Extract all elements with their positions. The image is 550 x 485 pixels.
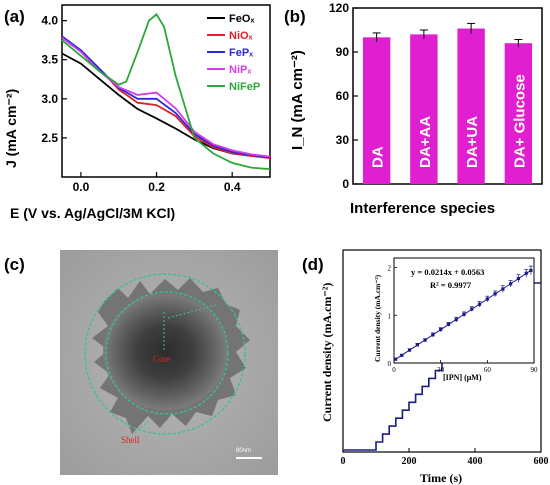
shell-label: Shell bbox=[121, 435, 140, 445]
panel-b-ytick-label: 120 bbox=[329, 1, 349, 15]
inset-xtick-label: 90 bbox=[531, 366, 539, 374]
panel-b-ytick-label: 60 bbox=[336, 89, 350, 103]
panel-b-ytick-label: 30 bbox=[336, 133, 350, 147]
inset-point-17 bbox=[524, 271, 528, 275]
panel-b: (b) I_N (mA cm⁻²) Interference species 0… bbox=[284, 1, 543, 217]
panel-a-legend: FeOₓ NiOₓ FePₓ NiPₓ NiFeP bbox=[207, 13, 260, 93]
inset-point-13 bbox=[493, 292, 497, 296]
panel-a-line-4 bbox=[61, 13, 271, 171]
inset-point-11 bbox=[477, 302, 482, 306]
panel-b-ticks: 0 30 60 90 120 bbox=[329, 1, 358, 191]
panel-a-xlabel: E (V vs. Ag/AgCl/3M KCl) bbox=[10, 205, 175, 221]
panel-a-ylabel: J (mA cm⁻²) bbox=[3, 89, 19, 168]
panel-b-bar-label-1: DA+AA bbox=[417, 116, 434, 168]
shell-boundary-circle bbox=[84, 273, 246, 435]
inset-point-9 bbox=[462, 312, 466, 316]
panel-a-ytick-label: 2.5 bbox=[41, 131, 58, 145]
panel-b-bar-0 bbox=[362, 37, 391, 185]
panel-d-xtick-label: 0 bbox=[341, 456, 346, 467]
panel-a-xtick-label: 0.2 bbox=[148, 180, 165, 194]
panel-b-xlabel: Interference species bbox=[350, 200, 495, 217]
inset-xlabel: [IPN] (μM) bbox=[443, 373, 482, 382]
scale-bar-label: 80nm bbox=[236, 448, 251, 454]
inset-point-5 bbox=[431, 333, 435, 337]
panel-b-bar-1 bbox=[410, 34, 438, 185]
panel-b-bars: DA DA+AA DA+UA DA+ Glucose bbox=[362, 22, 533, 185]
panel-a-legend-label-2: FePₓ bbox=[229, 47, 254, 59]
panel-d-ylabel: Current density (mA.cm⁻²) bbox=[320, 283, 334, 422]
inset-ytick-label: 2 bbox=[388, 265, 392, 273]
panel-label-c: (c) bbox=[4, 255, 25, 274]
inset-point-18 bbox=[529, 268, 533, 273]
inset-point-12 bbox=[485, 297, 489, 301]
panel-a-legend-label-4: NiFeP bbox=[229, 81, 260, 93]
core-pointer-line-2 bbox=[167, 304, 217, 319]
inset-point-15 bbox=[509, 282, 513, 286]
panel-a-legend-label-3: NiPₓ bbox=[229, 64, 252, 76]
panel-d: (d) Current density (mA.cm⁻²) Time (s) 0… bbox=[302, 249, 549, 485]
inset-point-7 bbox=[446, 322, 451, 326]
inset-point-1 bbox=[400, 353, 404, 357]
core-label: Core bbox=[153, 354, 171, 364]
inset-point-10 bbox=[470, 307, 474, 311]
panel-b-ylabel: I_N (mA cm⁻²) bbox=[289, 50, 306, 150]
panel-b-bar-label-2: DA+UA bbox=[464, 116, 481, 168]
panel-b-bar-2 bbox=[457, 28, 485, 185]
panel-a-legend-label-1: NiOₓ bbox=[229, 30, 254, 42]
inset-xtick-label: 0 bbox=[392, 366, 396, 374]
panel-a-line-2 bbox=[61, 35, 271, 159]
inset-point-0 bbox=[393, 357, 398, 361]
panel-d-xtick-label: 600 bbox=[534, 456, 549, 467]
panel-a-ytick-label: 3.5 bbox=[41, 53, 58, 67]
panel-d-ticks: 0 200 400 600 bbox=[341, 448, 549, 467]
tem-particle-core bbox=[103, 294, 227, 410]
inset-point-16 bbox=[516, 276, 521, 281]
inset-xtick-label: 30 bbox=[437, 366, 445, 374]
panel-a-xtick-label: 0.4 bbox=[224, 180, 241, 194]
inset-equation: y = 0.0214x + 0.0563 bbox=[411, 267, 484, 277]
inset-point-6 bbox=[439, 327, 443, 332]
inset-point-4 bbox=[423, 338, 427, 342]
panel-label-a: (a) bbox=[4, 7, 25, 26]
inset-point-14 bbox=[501, 287, 505, 291]
panel-d-xlabel: Time (s) bbox=[420, 471, 462, 485]
shell-pointer-line bbox=[134, 419, 151, 434]
panel-label-d: (d) bbox=[302, 255, 324, 274]
panel-a: (a) J (mA cm⁻²) E (V vs. Ag/AgCl/3M KCl)… bbox=[3, 4, 271, 221]
inset-point-8 bbox=[454, 317, 458, 322]
inset-ytick-label: 0 bbox=[388, 360, 392, 368]
panel-d-inset: Current density (mA.cm⁻²) [IPN] (μM) y =… bbox=[373, 257, 539, 382]
panel-a-ticks: 0.0 0.2 0.4 2.5 3.0 3.5 4.0 bbox=[41, 14, 241, 194]
inset-points bbox=[393, 265, 533, 361]
panel-c: (c) Core Shell 80nm bbox=[4, 250, 278, 475]
inset-point-3 bbox=[415, 343, 419, 347]
panel-a-legend-label-0: FeOₓ bbox=[229, 13, 255, 25]
panel-b-bar-3 bbox=[504, 43, 533, 185]
inset-ytick-label: 1 bbox=[388, 312, 392, 320]
inset-ticks: 0 30 60 90 0 1 2 bbox=[388, 265, 539, 374]
core-boundary-circle bbox=[105, 291, 229, 415]
panel-b-ytick-label: 0 bbox=[342, 177, 349, 191]
inset-point-2 bbox=[407, 348, 412, 352]
panel-b-ytick-label: 90 bbox=[336, 45, 350, 59]
panel-a-series bbox=[61, 13, 271, 171]
inset-xtick-label: 60 bbox=[484, 366, 492, 374]
panel-d-xtick-label: 200 bbox=[402, 456, 417, 467]
inset-ylabel: Current density (mA.cm⁻²) bbox=[373, 274, 382, 362]
panel-d-xtick-label: 400 bbox=[468, 456, 483, 467]
panel-a-ytick-label: 4.0 bbox=[41, 14, 58, 28]
panel-label-b: (b) bbox=[284, 7, 306, 26]
panel-a-ytick-label: 3.0 bbox=[41, 92, 58, 106]
panel-a-xtick-label: 0.0 bbox=[73, 180, 90, 194]
panel-a-frame bbox=[61, 4, 271, 178]
inset-r-squared: R² = 0.9977 bbox=[430, 280, 472, 290]
panel-b-bar-label-3: DA+ Glucose bbox=[511, 74, 528, 168]
panel-d-frame bbox=[342, 249, 542, 453]
panel-b-bar-label-0: DA bbox=[370, 146, 387, 168]
